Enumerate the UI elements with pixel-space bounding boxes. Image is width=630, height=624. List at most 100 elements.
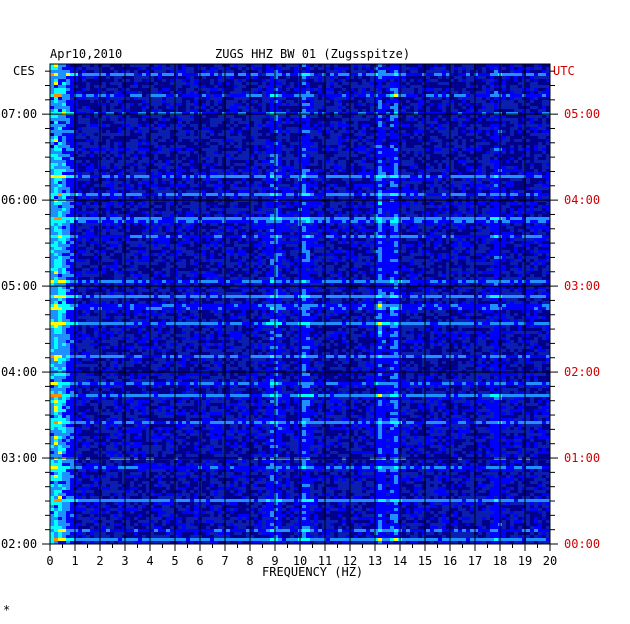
spectrogram-cell: [370, 181, 374, 184]
spectrogram-cell: [454, 94, 458, 97]
spectrogram-cell: [94, 106, 98, 109]
spectrogram-cell: [70, 121, 74, 124]
spectrogram-cell: [258, 232, 262, 235]
spectrogram-cell: [214, 91, 218, 94]
spectrogram-cell: [282, 139, 286, 142]
spectrogram-cell: [442, 196, 446, 199]
spectrogram-cell: [66, 187, 70, 190]
spectrogram-cell: [490, 226, 494, 229]
spectrogram-cell: [258, 100, 262, 103]
spectrogram-cell: [290, 118, 294, 121]
spectrogram-cell: [518, 85, 522, 88]
spectrogram-cell: [350, 187, 354, 190]
spectrogram-cell: [490, 73, 494, 76]
spectrogram-cell: [118, 190, 122, 193]
spectrogram-cell: [174, 232, 178, 235]
spectrogram-cell: [446, 223, 450, 226]
spectrogram-cell: [106, 157, 110, 160]
spectrogram-cell: [86, 79, 90, 82]
spectrogram-cell: [142, 82, 146, 85]
spectrogram-cell: [182, 91, 186, 94]
spectrogram-cell: [138, 142, 142, 145]
spectrogram-cell: [386, 97, 390, 100]
spectrogram-cell: [326, 169, 330, 172]
spectrogram-cell: [158, 202, 162, 205]
spectrogram-cell: [270, 118, 274, 121]
spectrogram-cell: [226, 220, 230, 223]
spectrogram-cell: [450, 175, 454, 178]
spectrogram-cell: [482, 175, 486, 178]
spectrogram-cell: [282, 190, 286, 193]
spectrogram-cell: [422, 202, 426, 205]
spectrogram-cell: [502, 133, 506, 136]
spectrogram-cell: [62, 190, 66, 193]
spectrogram-cell: [506, 115, 510, 118]
spectrogram-cell: [546, 136, 550, 139]
spectrogram-cell: [346, 136, 350, 139]
spectrogram-cell: [166, 139, 170, 142]
spectrogram-cell: [66, 151, 70, 154]
spectrogram-cell: [70, 163, 74, 166]
spectrogram-cell: [54, 106, 58, 109]
spectrogram-cell: [170, 85, 174, 88]
spectrogram-cell: [58, 136, 62, 139]
spectrogram-cell: [226, 67, 230, 70]
spectrogram-cell: [302, 94, 306, 97]
spectrogram-cell: [94, 229, 98, 232]
spectrogram-cell: [430, 208, 434, 211]
spectrogram-cell: [174, 115, 178, 118]
spectrogram-cell: [546, 220, 550, 223]
spectrogram-cell: [322, 85, 326, 88]
spectrogram-cell: [502, 70, 506, 73]
spectrogram-cell: [206, 175, 210, 178]
spectrogram-cell: [146, 196, 150, 199]
spectrogram-cell: [462, 193, 466, 196]
spectrogram-cell: [58, 142, 62, 145]
spectrogram-cell: [54, 76, 58, 79]
spectrogram-cell: [394, 211, 398, 214]
spectrogram-cell: [282, 133, 286, 136]
spectrogram-cell: [210, 76, 214, 79]
spectrogram-cell: [362, 88, 366, 91]
spectrogram-cell: [282, 223, 286, 226]
spectrogram-cell: [142, 154, 146, 157]
spectrogram-cell: [270, 184, 274, 187]
spectrogram-cell: [94, 133, 98, 136]
spectrogram-cell: [62, 172, 66, 175]
spectrogram-cell: [262, 184, 266, 187]
spectrogram-cell: [174, 121, 178, 124]
spectrogram-cell: [170, 142, 174, 145]
spectrogram-cell: [454, 85, 458, 88]
spectrogram-cell: [54, 148, 58, 151]
spectrogram-cell: [462, 70, 466, 73]
spectrogram-cell: [234, 127, 238, 130]
spectrogram-cell: [142, 91, 146, 94]
spectrogram-cell: [382, 133, 386, 136]
spectrogram-cell: [426, 112, 430, 115]
spectrogram-cell: [346, 190, 350, 193]
spectrogram-cell: [414, 76, 418, 79]
spectrogram-cell: [422, 169, 426, 172]
spectrogram-cell: [110, 184, 114, 187]
spectrogram-cell: [490, 121, 494, 124]
spectrogram-cell: [194, 112, 198, 115]
spectrogram-cell: [158, 172, 162, 175]
spectrogram-cell: [394, 127, 398, 130]
spectrogram-cell: [378, 217, 382, 220]
spectrogram-cell: [134, 115, 138, 118]
spectrogram-cell: [494, 163, 498, 166]
spectrogram-cell: [310, 190, 314, 193]
spectrogram-cell: [90, 220, 94, 223]
spectrogram-cell: [230, 148, 234, 151]
spectrogram-cell: [334, 148, 338, 151]
spectrogram-cell: [226, 91, 230, 94]
spectrogram-cell: [182, 76, 186, 79]
spectrogram-cell: [454, 103, 458, 106]
spectrogram-cell: [314, 214, 318, 217]
spectrogram-cell: [490, 67, 494, 70]
spectrogram-cell: [154, 67, 158, 70]
spectrogram-cell: [178, 187, 182, 190]
spectrogram-cell: [246, 70, 250, 73]
spectrogram-cell: [146, 166, 150, 169]
spectrogram-cell: [170, 193, 174, 196]
